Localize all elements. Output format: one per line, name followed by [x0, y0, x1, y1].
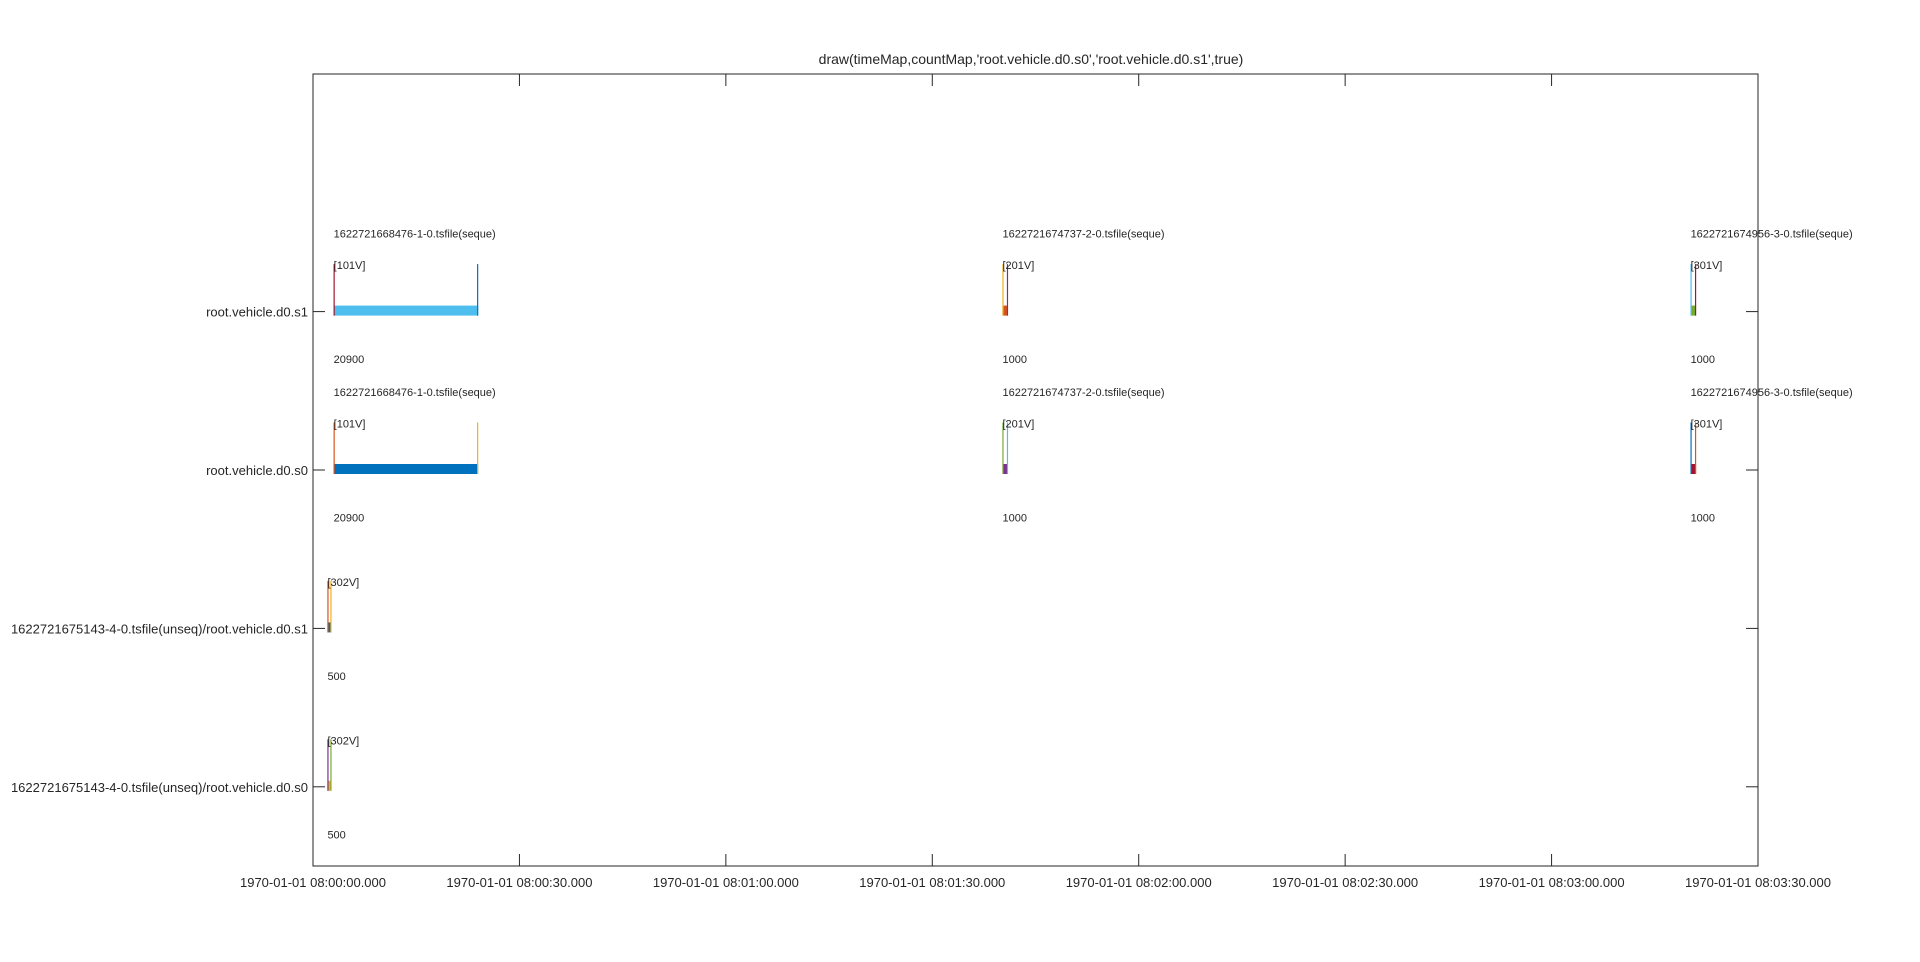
chart-marks: 1622721668476-1-0.tsfile(seque) [101V] 209…: [327, 228, 1853, 841]
x-tick-label: 1970-01-01 08:01:30.000: [859, 875, 1005, 890]
chunk-group: [302V] 500: [327, 735, 359, 841]
chunk-bar: [1002, 305, 1008, 316]
chunk-bar: [327, 622, 332, 633]
x-tick-label: 1970-01-01 08:00:00.000: [240, 875, 386, 890]
chunk-bar: [1690, 464, 1697, 474]
x-tick-label: 1970-01-01 08:02:30.000: [1272, 875, 1418, 890]
chunk-group: 1622721674956-3-0.tsfile(seque) [301V] 100…: [1690, 387, 1853, 525]
chunk-file-label: 1622721674956-3-0.tsfile(seque): [1691, 228, 1853, 240]
chunk-bar: [333, 305, 479, 316]
chunk-version-label: [201V]: [1002, 260, 1034, 272]
chunk-group: 1622721674956-3-0.tsfile(seque) [301V] 100…: [1690, 228, 1853, 366]
x-axis: 1970-01-01 08:00:00.000 1970-01-01 08:00:…: [240, 74, 1831, 890]
x-tick-label: 1970-01-01 08:03:30.000: [1685, 875, 1831, 890]
x-tick-label: 1970-01-01 08:01:00.000: [653, 875, 799, 890]
plot-area-border: [312, 73, 1759, 867]
x-tick-label: 1970-01-01 08:00:30.000: [446, 875, 592, 890]
chunk-bar: [1690, 305, 1697, 316]
chunk-version-label: [302V]: [327, 735, 359, 747]
chunk-count-label: 500: [327, 829, 345, 841]
chunk-group: 1622721668476-1-0.tsfile(seque) [101V] 209…: [333, 228, 496, 366]
chunk-count-label: 500: [327, 671, 345, 683]
chunk-count-label: 1000: [1691, 354, 1715, 366]
chunk-version-label: [101V]: [334, 418, 366, 430]
chunk-version-label: [201V]: [1002, 418, 1034, 430]
chunk-file-label: 1622721668476-1-0.tsfile(seque): [334, 228, 496, 240]
chart-title: draw(timeMap,countMap,'root.vehicle.d0.s…: [819, 51, 1244, 67]
chunk-group: [302V] 500: [327, 577, 359, 683]
y-tick-label: root.vehicle.d0.s0: [206, 463, 308, 478]
chunk-file-label: 1622721674737-2-0.tsfile(seque): [1002, 228, 1164, 240]
y-tick-label: root.vehicle.d0.s1: [206, 305, 308, 320]
chunk-count-label: 20900: [334, 513, 365, 525]
chunk-file-label: 1622721674737-2-0.tsfile(seque): [1002, 387, 1164, 399]
chunk-file-label: 1622721668476-1-0.tsfile(seque): [334, 387, 496, 399]
chunk-group: 1622721674737-2-0.tsfile(seque) [201V] 100…: [1002, 228, 1165, 366]
y-axis: 1622721675143-4-0.tsfile(unseq)/root.veh…: [11, 305, 1758, 795]
chunk-version-label: [301V]: [1691, 260, 1723, 272]
chunk-group: 1622721674737-2-0.tsfile(seque) [201V] 100…: [1002, 387, 1165, 525]
chunk-count-label: 1000: [1691, 513, 1715, 525]
chunk-count-label: 20900: [334, 354, 365, 366]
chunk-count-label: 1000: [1002, 354, 1026, 366]
chunk-version-label: [101V]: [334, 260, 366, 272]
chunk-count-label: 1000: [1002, 513, 1026, 525]
x-tick-label: 1970-01-01 08:03:00.000: [1479, 875, 1625, 890]
chunk-bar: [327, 780, 332, 791]
chunk-bar: [1002, 464, 1008, 474]
x-tick-label: 1970-01-01 08:02:00.000: [1066, 875, 1212, 890]
chunk-file-label: 1622721674956-3-0.tsfile(seque): [1691, 387, 1853, 399]
y-tick-label: 1622721675143-4-0.tsfile(unseq)/root.veh…: [11, 780, 308, 795]
chunk-version-label: [301V]: [1691, 418, 1723, 430]
y-tick-label: 1622721675143-4-0.tsfile(unseq)/root.veh…: [11, 621, 308, 636]
chunk-group: 1622721668476-1-0.tsfile(seque) [101V] 209…: [333, 387, 496, 525]
chunk-bar: [333, 464, 479, 474]
chunk-version-label: [302V]: [327, 577, 359, 589]
